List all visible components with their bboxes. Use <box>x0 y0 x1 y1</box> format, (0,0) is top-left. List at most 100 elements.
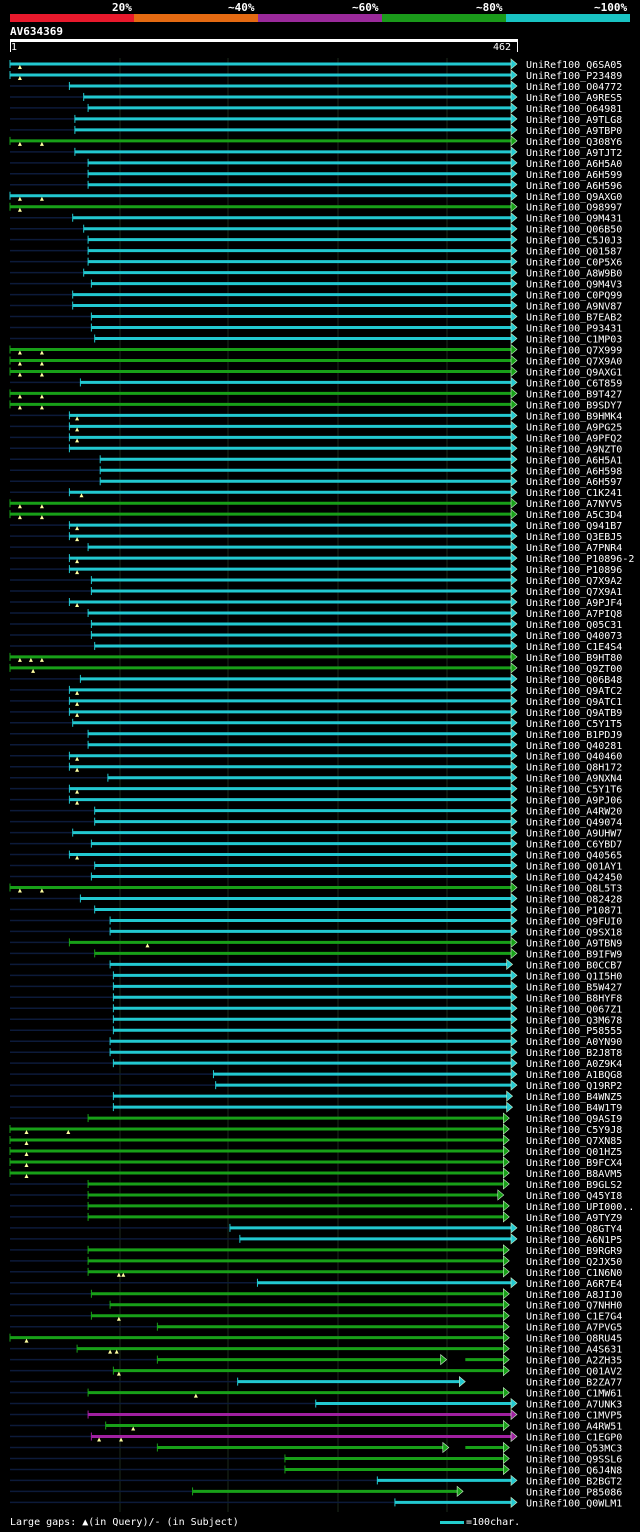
hit-label[interactable]: UniRef100_A9PFQ2 <box>526 433 622 444</box>
hit-label[interactable]: UniRef100_Q9ATC2 <box>526 686 622 697</box>
hit-row[interactable]: UniRef100_A4RW51 <box>10 1419 622 1433</box>
hit-row[interactable]: UniRef100_A6H599 <box>10 168 622 181</box>
hit-label[interactable]: UniRef100_Q7X9A2 <box>526 576 622 587</box>
hit-label[interactable]: UniRef100_A0Z9K4 <box>526 1059 622 1070</box>
hit-label[interactable]: UniRef100_A9TBN9 <box>526 938 622 949</box>
hit-row[interactable]: UniRef100_A9TBP0 <box>10 124 622 137</box>
hit-label[interactable]: UniRef100_A6H599 <box>526 170 622 181</box>
hit-row[interactable]: UniRef100_Q3M678 <box>10 1013 622 1026</box>
hit-label[interactable]: UniRef100_C1K241 <box>526 488 622 499</box>
hit-row[interactable]: UniRef100_Q8L5T3 <box>9 881 622 895</box>
hit-row[interactable]: UniRef100_Q7X9A2 <box>10 574 622 587</box>
hit-label[interactable]: UniRef100_A7PIQ8 <box>526 609 622 620</box>
hit-row[interactable]: UniRef100_P10896-2 <box>10 552 634 565</box>
hit-row[interactable]: UniRef100_B9HMK4 <box>10 409 622 422</box>
hit-row[interactable]: UniRef100_A9PJ06 <box>10 794 622 807</box>
hit-row[interactable]: UniRef100_Q49074 <box>10 815 622 829</box>
hit-row[interactable]: UniRef100_A6R7E4 <box>10 1277 622 1290</box>
hit-row[interactable]: UniRef100_A6H596 <box>10 179 622 192</box>
hit-label[interactable]: UniRef100_A9TYZ9 <box>526 1213 622 1224</box>
hit-label[interactable]: UniRef100_B7EAB2 <box>526 313 622 324</box>
hit-row[interactable]: UniRef100_Q9FUI0 <box>10 914 622 927</box>
hit-label[interactable]: UniRef100_Q9ATC1 <box>526 697 622 708</box>
hit-row[interactable]: UniRef100_Q06B50 <box>10 223 622 236</box>
hit-row[interactable]: UniRef100_C5Y1T5 <box>10 717 622 730</box>
hit-label[interactable]: UniRef100_Q49074 <box>526 818 622 829</box>
hit-label[interactable]: UniRef100_A9PJF4 <box>526 598 622 609</box>
hit-row[interactable]: UniRef100_Q40565 <box>10 848 622 862</box>
hit-label[interactable]: UniRef100_A6H597 <box>526 477 622 488</box>
hit-row[interactable]: UniRef100_P10896 <box>10 563 622 576</box>
hit-row[interactable]: UniRef100_Q45YI8 <box>10 1189 622 1202</box>
hit-label[interactable]: UniRef100_B4W1T9 <box>526 1103 622 1114</box>
hit-label[interactable]: UniRef100_B1PDJ9 <box>526 730 622 741</box>
hit-label[interactable]: UniRef100_Q6J4N8 <box>526 1465 622 1476</box>
hit-row[interactable]: UniRef100_Q9ASI9 <box>10 1112 622 1125</box>
hit-label[interactable]: UniRef100_O04772 <box>526 82 622 93</box>
hit-label[interactable]: UniRef100_B9HT80 <box>526 653 622 664</box>
hit-row[interactable]: UniRef100_A7NYV5 <box>9 497 622 510</box>
hit-label[interactable]: UniRef100_Q9AXG1 <box>526 367 622 378</box>
hit-label[interactable]: UniRef100_C6T859 <box>526 378 622 389</box>
hit-row[interactable]: UniRef100_O82428 <box>10 892 622 905</box>
hit-label[interactable]: UniRef100_A6H5A0 <box>526 159 622 170</box>
hit-label[interactable]: UniRef100_A9TBP0 <box>526 126 622 137</box>
hit-row[interactable]: UniRef100_Q01587 <box>10 245 622 258</box>
hit-label[interactable]: UniRef100_A2ZH35 <box>526 1356 622 1367</box>
hit-label[interactable]: UniRef100_A4RW51 <box>526 1422 622 1433</box>
hit-row[interactable]: UniRef100_Q9ATC1 <box>10 695 622 708</box>
hit-label[interactable]: UniRef100_Q06B50 <box>526 225 622 236</box>
hit-row[interactable]: UniRef100_C1EGP0 <box>10 1430 622 1444</box>
hit-label[interactable]: UniRef100_Q42450 <box>526 873 622 884</box>
hit-row[interactable]: UniRef100_Q0WLM1 <box>10 1496 622 1509</box>
hit-label[interactable]: UniRef100_B8HYF8 <box>526 993 622 1004</box>
hit-row[interactable]: UniRef100_Q7NHH0 <box>10 1299 622 1312</box>
hit-label[interactable]: UniRef100_Q40281 <box>526 741 622 752</box>
hit-label[interactable]: UniRef100_A8JIJ0 <box>526 1290 622 1301</box>
hit-row[interactable]: UniRef100_Q8GTY4 <box>10 1222 622 1235</box>
hit-label[interactable]: UniRef100_P58555 <box>526 1026 622 1037</box>
hit-label[interactable]: UniRef100_Q40073 <box>526 631 622 642</box>
hit-row[interactable]: UniRef100_A7PNR4 <box>10 541 622 554</box>
hit-label[interactable]: UniRef100_Q9FUI0 <box>526 916 622 927</box>
hit-label[interactable]: UniRef100_A8W9B0 <box>526 269 622 280</box>
hit-row[interactable]: UniRef100_Q40073 <box>10 629 622 642</box>
hit-label[interactable]: UniRef100_C1E7G4 <box>526 1312 622 1323</box>
hit-row[interactable]: UniRef100_A9NXN4 <box>10 772 622 785</box>
hit-row[interactable]: UniRef100_Q067Z1 <box>10 1002 622 1015</box>
hit-row[interactable]: UniRef100_P93431 <box>10 321 622 335</box>
hit-label[interactable]: UniRef100_A7UNK3 <box>526 1400 622 1411</box>
hit-label[interactable]: UniRef100_A9TLG8 <box>526 115 622 126</box>
hit-row[interactable]: UniRef100_A0Z9K4 <box>10 1057 622 1070</box>
hit-label[interactable]: UniRef100_Q8RU45 <box>526 1334 622 1345</box>
hit-row[interactable]: UniRef100_C1E7G4 <box>10 1310 622 1323</box>
hit-row[interactable]: UniRef100_A8W9B0 <box>10 266 622 280</box>
hit-label[interactable]: UniRef100_C1MW61 <box>526 1389 622 1400</box>
hit-row[interactable]: UniRef100_A9PJF4 <box>10 596 622 609</box>
hit-label[interactable]: UniRef100_B2ZA77 <box>526 1378 622 1389</box>
hit-row[interactable]: UniRef100_B9HT80 <box>9 651 622 664</box>
hit-row[interactable]: UniRef100_B8HYF8 <box>10 991 622 1004</box>
hit-label[interactable]: UniRef100_B9SDY7 <box>526 400 622 411</box>
hit-row[interactable]: UniRef100_Q9ZT00 <box>9 662 622 675</box>
hit-label[interactable]: UniRef100_A1BQG8 <box>526 1070 622 1081</box>
hit-row[interactable]: UniRef100_C1MVP5 <box>10 1408 622 1422</box>
hit-row[interactable]: UniRef100_Q9ATB9 <box>10 706 622 719</box>
hit-row[interactable]: UniRef100_C6YBD7 <box>10 837 622 851</box>
hit-label[interactable]: UniRef100_B9IFW9 <box>526 949 622 960</box>
hit-label[interactable]: UniRef100_Q8GTY4 <box>526 1224 622 1235</box>
hit-label[interactable]: UniRef100_C0P5X6 <box>526 258 622 269</box>
hit-row[interactable]: UniRef100_B9T427 <box>9 387 622 400</box>
hit-row[interactable]: UniRef100_C1MW61 <box>10 1386 622 1400</box>
hit-label[interactable]: UniRef100_A6R7E4 <box>526 1279 622 1290</box>
hit-row[interactable]: UniRef100_A9RES5 <box>10 91 622 104</box>
hit-row[interactable]: UniRef100_A9UHW7 <box>10 826 622 840</box>
hit-label[interactable]: UniRef100_Q7X999 <box>526 345 622 356</box>
hit-label[interactable]: UniRef100_P85086 <box>526 1487 622 1498</box>
hit-label[interactable]: UniRef100_O82428 <box>526 894 622 905</box>
hit-label[interactable]: UniRef100_Q0WLM1 <box>526 1498 622 1509</box>
hit-label[interactable]: UniRef100_Q9M431 <box>526 214 622 225</box>
hit-row[interactable]: UniRef100_A8JIJ0 <box>10 1288 622 1301</box>
hit-row[interactable]: UniRef100_C0PQ99 <box>10 288 622 302</box>
hit-label[interactable]: UniRef100_C5Y1T6 <box>526 785 622 796</box>
